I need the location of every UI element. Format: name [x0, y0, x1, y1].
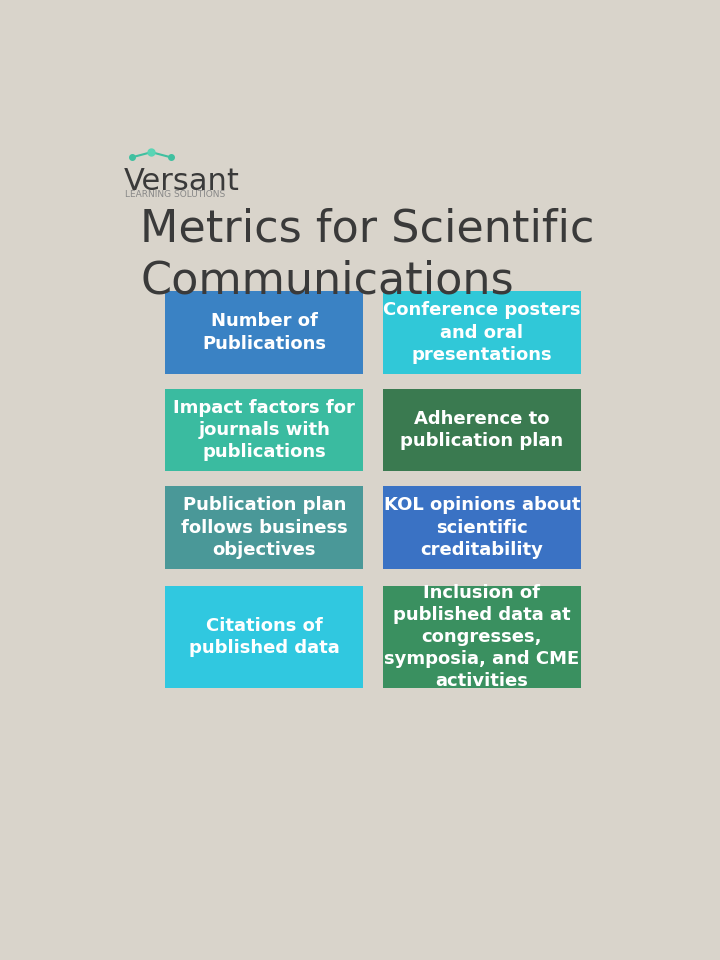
FancyBboxPatch shape — [166, 291, 364, 374]
Text: LEARNING SOLUTIONS: LEARNING SOLUTIONS — [125, 190, 225, 199]
FancyBboxPatch shape — [166, 586, 364, 688]
Text: Versant: Versant — [124, 167, 239, 196]
FancyBboxPatch shape — [383, 586, 581, 688]
Text: KOL opinions about
scientific
creditability: KOL opinions about scientific creditabil… — [384, 496, 580, 559]
FancyBboxPatch shape — [166, 389, 364, 471]
FancyBboxPatch shape — [383, 487, 581, 569]
Text: Conference posters
and oral
presentations: Conference posters and oral presentation… — [383, 301, 581, 364]
Text: Citations of
published data: Citations of published data — [189, 617, 340, 658]
Text: Number of
Publications: Number of Publications — [202, 312, 326, 352]
FancyBboxPatch shape — [166, 487, 364, 569]
Text: Publication plan
follows business
objectives: Publication plan follows business object… — [181, 496, 348, 559]
FancyBboxPatch shape — [383, 389, 581, 471]
Text: Impact factors for
journals with
publications: Impact factors for journals with publica… — [174, 399, 355, 462]
Text: Inclusion of
published data at
congresses,
symposia, and CME
activities: Inclusion of published data at congresse… — [384, 584, 580, 690]
Text: Adherence to
publication plan: Adherence to publication plan — [400, 410, 564, 450]
FancyBboxPatch shape — [383, 291, 581, 374]
Text: Metrics for Scientific
Communications: Metrics for Scientific Communications — [140, 207, 595, 302]
